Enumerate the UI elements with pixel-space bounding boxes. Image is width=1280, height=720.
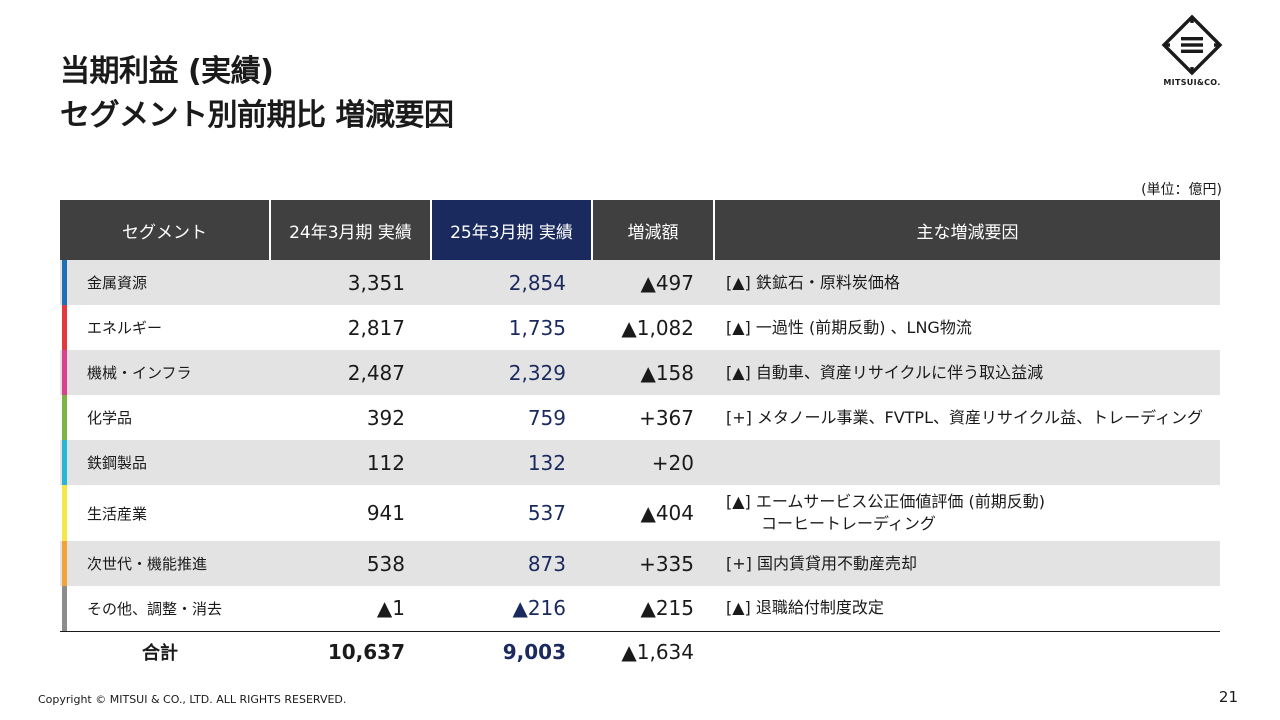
segment-name: 化学品	[87, 409, 133, 427]
segment-cell: 生活産業	[60, 485, 270, 541]
table-row: 化学品 392 759 +367 [+] メタノール事業、FVTPL、資産リサイ…	[60, 395, 1220, 440]
segment-name: 次世代・機能推進	[87, 555, 208, 573]
reason-cell: [▲] 自動車、資産リサイクルに伴う取込益減	[714, 350, 1220, 395]
change-value: ▲404	[640, 501, 694, 525]
reason-text: [+] 国内賃貸用不動産売却	[726, 553, 917, 573]
current-year-value: 2,329	[431, 350, 592, 395]
reason-cell: [+] メタノール事業、FVTPL、資産リサイクル益、トレーディング	[714, 395, 1220, 440]
table-row: 生活産業 941 537 ▲404 [▲] エームサービス公正価値評価 (前期反…	[60, 485, 1220, 541]
table-row: 鉄鋼製品 112 132 +20	[60, 440, 1220, 485]
segment-cell: 化学品	[60, 395, 270, 440]
prev-year-value: ▲1	[270, 586, 431, 632]
header-current-year: 25年3月期 実績	[430, 200, 592, 260]
segment-cell: 鉄鋼製品	[60, 440, 270, 485]
page-number: 21	[1218, 688, 1238, 706]
total-reason-empty	[714, 631, 1220, 673]
header-change: 増減額	[591, 200, 714, 260]
prev-year-value: 3,351	[270, 260, 431, 305]
change-value: +20	[592, 440, 714, 485]
segment-color-bar	[62, 260, 67, 305]
segment-cell: 次世代・機能推進	[60, 541, 270, 586]
header-prev-year: 24年3月期 実績	[269, 200, 431, 260]
segment-name: 鉄鋼製品	[87, 454, 148, 472]
copyright-text: Copyright © MITSUI & CO., LTD. ALL RIGHT…	[38, 693, 347, 706]
title-line-2: セグメント別前期比 増減要因	[60, 98, 454, 133]
segment-color-bar	[62, 350, 67, 395]
change-value: ▲158	[592, 350, 714, 395]
reason-text: [+] メタノール事業、FVTPL、資産リサイクル益、トレーディング	[726, 407, 1204, 427]
table-row: 次世代・機能推進 538 873 +335 [+] 国内賃貸用不動産売却	[60, 541, 1220, 586]
total-label: 合計	[60, 631, 270, 673]
reason-text: [▲] エームサービス公正価値評価 (前期反動)	[726, 492, 1045, 511]
segment-color-bar	[62, 440, 67, 485]
segment-color-bar	[62, 586, 67, 631]
segment-name: 生活産業	[87, 504, 148, 523]
current-year-value: 2,854	[431, 260, 592, 305]
header-reasons: 主な増減要因	[713, 200, 1220, 260]
prev-year-value: 392	[366, 405, 405, 430]
segment-table: セグメント 24年3月期 実績 25年3月期 実績 増減額 主な増減要因 金属資…	[60, 200, 1220, 673]
reason-text-line2: コーヒートレーディング	[761, 514, 936, 533]
current-year-value: 132	[431, 440, 592, 485]
prev-year-value: 538	[270, 541, 431, 586]
prev-year-value: 941	[366, 501, 405, 525]
segment-cell: その他、調整・消去	[60, 586, 270, 632]
reason-text: [▲] 自動車、資産リサイクルに伴う取込益減	[726, 362, 1044, 382]
change-value: ▲1,082	[621, 315, 694, 340]
reason-text: [▲] 一過性 (前期反動) 、LNG物流	[726, 317, 972, 337]
reason-cell	[714, 440, 1220, 485]
segment-color-bar	[62, 485, 67, 541]
change-value: ▲497	[592, 260, 714, 305]
current-year-value: 873	[431, 541, 592, 586]
reason-cell: [▲] 一過性 (前期反動) 、LNG物流	[714, 305, 1220, 350]
total-current-year: 9,003	[431, 631, 592, 673]
segment-color-bar	[62, 395, 67, 440]
segment-cell: エネルギー	[60, 305, 270, 350]
reason-cell: [+] 国内賃貸用不動産売却	[714, 541, 1220, 586]
reason-text: [▲] 退職給付制度改定	[726, 598, 884, 618]
unit-label: (単位：億円)	[1141, 182, 1222, 198]
reason-cell: [▲] エームサービス公正価値評価 (前期反動) コーヒートレーディング	[714, 485, 1220, 541]
segment-name: エネルギー	[87, 319, 163, 337]
current-year-value: 759	[527, 405, 566, 430]
change-value: +335	[592, 541, 714, 586]
change-value: +367	[639, 405, 694, 430]
reason-cell: [▲] 鉄鉱石・原料炭価格	[714, 260, 1220, 305]
total-prev-year: 10,637	[270, 631, 431, 673]
segment-cell: 機械・インフラ	[60, 350, 270, 395]
segment-color-bar	[62, 305, 67, 350]
segment-color-bar	[62, 541, 67, 586]
mitsui-diamond-icon	[1161, 14, 1223, 76]
title-line-1: 当期利益 (実績)	[60, 54, 274, 89]
logo-text: MITSUI&CO.	[1163, 78, 1221, 87]
total-row: 合計 10,637 9,003 ▲1,634	[60, 631, 1220, 673]
reason-text: [▲] 鉄鉱石・原料炭価格	[726, 272, 900, 292]
table-header-row: セグメント 24年3月期 実績 25年3月期 実績 増減額 主な増減要因	[60, 200, 1220, 260]
total-change: ▲1,634	[592, 631, 714, 673]
header-segment: セグメント	[60, 200, 270, 260]
prev-year-value: 2,817	[347, 315, 405, 340]
table-row: その他、調整・消去 ▲1 ▲216 ▲215 [▲] 退職給付制度改定	[60, 586, 1220, 632]
change-value: ▲215	[592, 586, 714, 632]
reason-cell: [▲] 退職給付制度改定	[714, 586, 1220, 632]
current-year-value: ▲216	[431, 586, 592, 632]
segment-name: 金属資源	[87, 274, 148, 292]
table-row: 金属資源 3,351 2,854 ▲497 [▲] 鉄鉱石・原料炭価格	[60, 260, 1220, 305]
prev-year-value: 2,487	[270, 350, 431, 395]
table-row: エネルギー 2,817 1,735 ▲1,082 [▲] 一過性 (前期反動) …	[60, 305, 1220, 350]
segment-name: 機械・インフラ	[87, 364, 192, 382]
page-title: 当期利益 (実績) セグメント別前期比 増減要因	[60, 50, 454, 138]
segment-name: その他、調整・消去	[87, 599, 223, 618]
current-year-value: 537	[527, 501, 566, 525]
current-year-value: 1,735	[508, 315, 566, 340]
prev-year-value: 112	[270, 440, 431, 485]
table-row: 機械・インフラ 2,487 2,329 ▲158 [▲] 自動車、資産リサイクル…	[60, 350, 1220, 395]
mitsui-logo: MITSUI&CO.	[1158, 14, 1226, 94]
segment-cell: 金属資源	[60, 260, 270, 305]
